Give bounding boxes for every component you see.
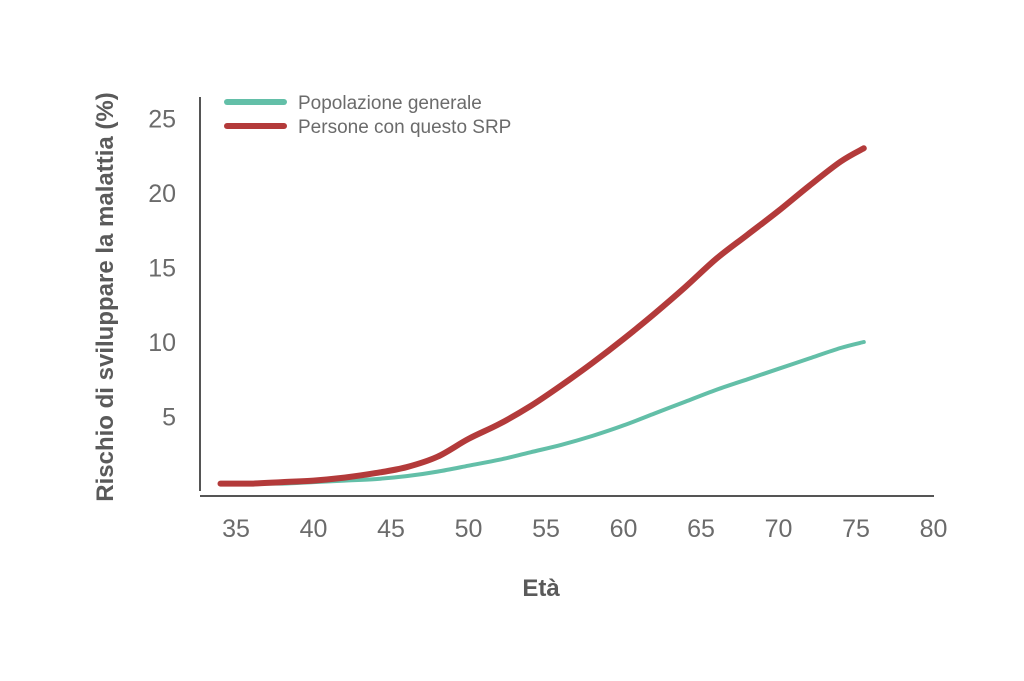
y-axis-title: Rischio di sviluppare la malattia (%) <box>92 92 119 501</box>
x-axis-title: Età <box>522 575 560 602</box>
y-tick-label: 20 <box>148 180 176 208</box>
x-tick-labels: 35 40 45 50 55 60 65 70 75 80 <box>222 515 947 543</box>
x-tick-label: 35 <box>222 515 250 543</box>
series-line-persone-con-questo-srp <box>217 145 867 487</box>
x-tick-label: 60 <box>610 515 638 543</box>
y-tick-label: 10 <box>148 329 176 357</box>
x-tick-label: 80 <box>920 515 948 543</box>
x-tick-label: 40 <box>300 515 328 543</box>
legend-label-persone-con-questo-srp: Persone con questo SRP <box>298 117 511 138</box>
axes <box>199 97 934 497</box>
x-tick-label: 50 <box>455 515 483 543</box>
series-lines <box>217 145 867 487</box>
x-tick-label: 65 <box>687 515 715 543</box>
x-tick-label: 45 <box>377 515 405 543</box>
x-tick-label: 75 <box>842 515 870 543</box>
series-line-popolazione-generale <box>218 340 866 486</box>
y-tick-label: 25 <box>148 106 176 134</box>
legend: Popolazione generale Persone con questo … <box>224 93 511 138</box>
y-tick-label: 5 <box>162 404 176 432</box>
y-tick-label: 15 <box>148 255 176 283</box>
legend-label-popolazione-generale: Popolazione generale <box>298 93 482 114</box>
y-tick-labels: 5 10 15 20 25 <box>148 106 176 432</box>
x-tick-label: 70 <box>765 515 793 543</box>
x-tick-label: 55 <box>532 515 560 543</box>
